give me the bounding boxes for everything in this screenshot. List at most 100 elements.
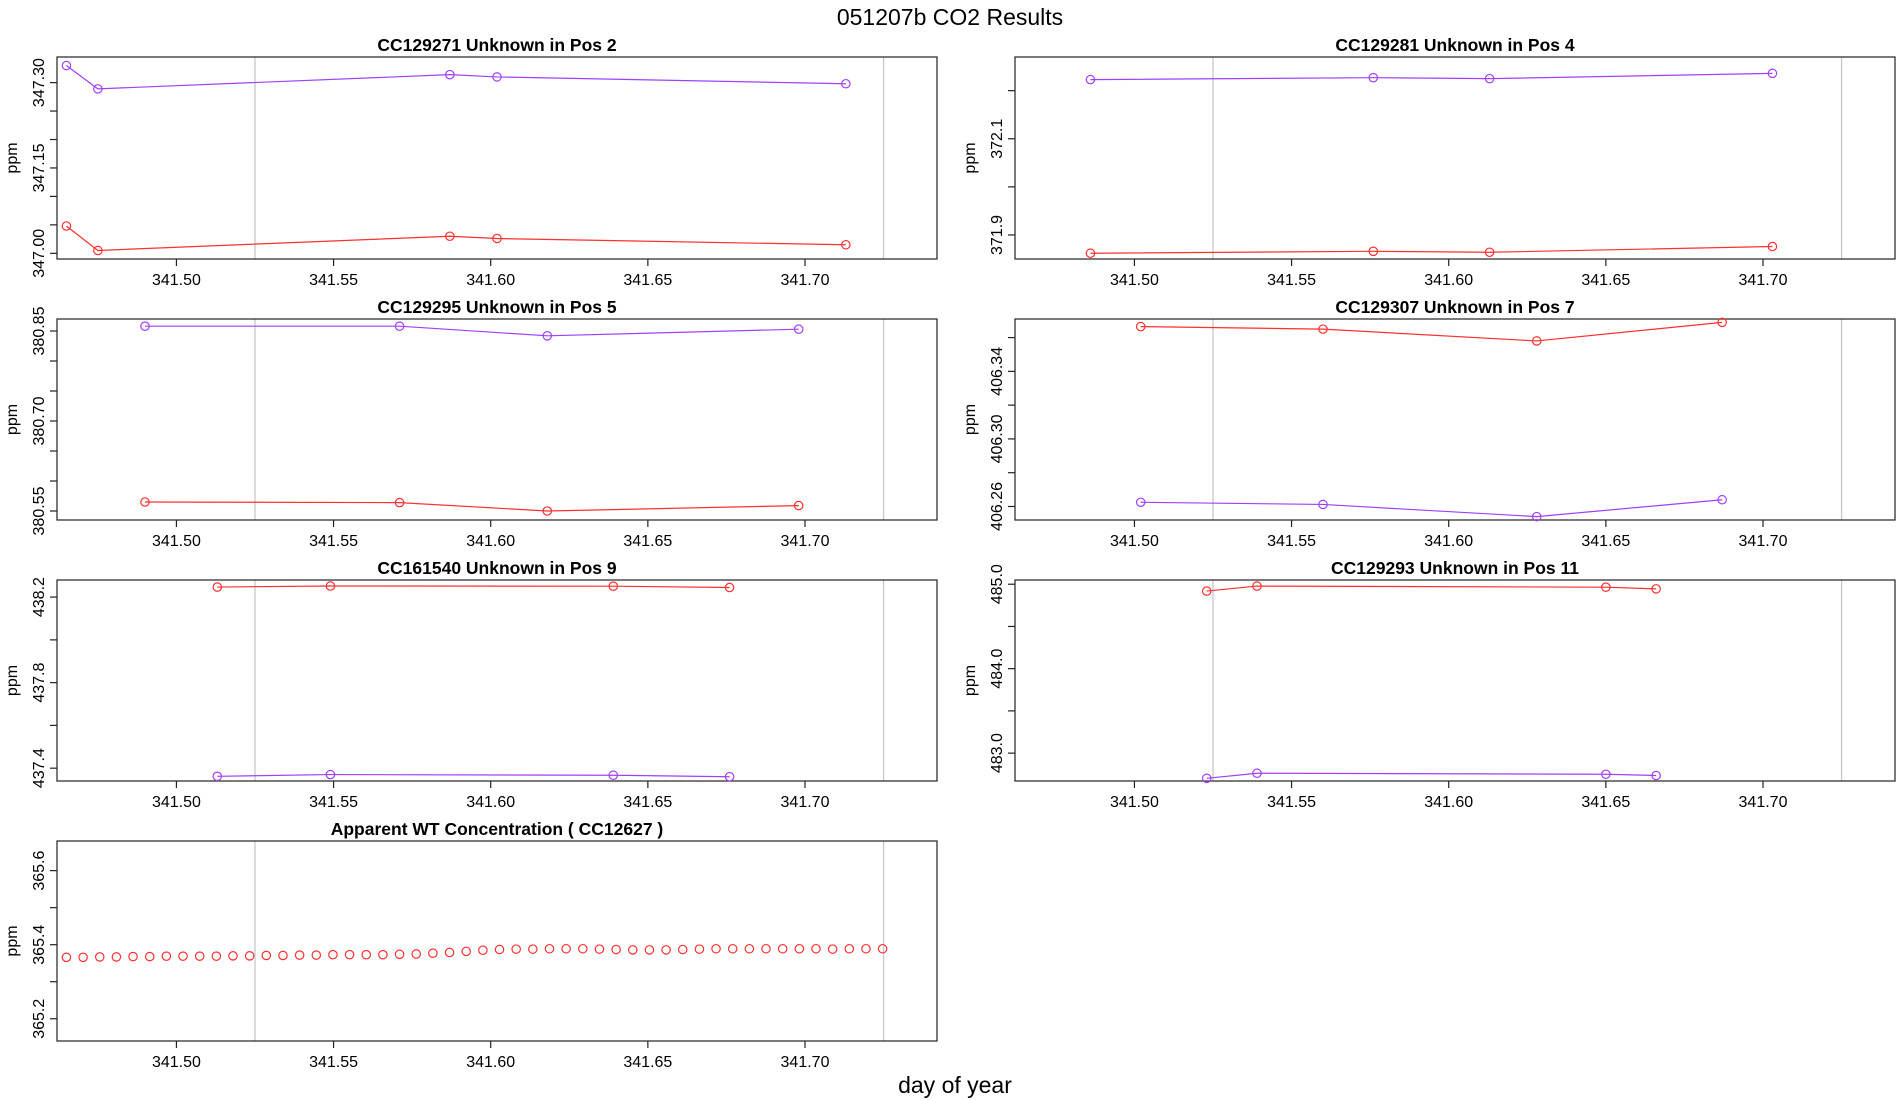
data-point <box>1201 773 1212 784</box>
x-tick-label: 341.65 <box>1581 533 1630 550</box>
x-tick-label: 341.70 <box>781 794 830 811</box>
series-line <box>1206 585 1657 592</box>
y-tick-label: 365.2 <box>31 999 48 1039</box>
data-point <box>461 946 471 957</box>
y-tick-label: 483.0 <box>989 733 1006 773</box>
data-point <box>394 949 405 960</box>
plot-panel-3: CC129295 Unknown in Pos 5 ppm 341.50 341.55… <box>4 297 938 550</box>
data-point <box>140 321 150 331</box>
data-point <box>394 321 405 331</box>
x-tick-label: 341.65 <box>623 533 672 550</box>
x-tick-label: 341.70 <box>781 272 830 289</box>
data-point <box>544 943 555 954</box>
x-tick-label: 341.50 <box>152 794 201 811</box>
data-point <box>411 949 422 959</box>
x-tick-label: 341.70 <box>1739 272 1788 289</box>
data-point <box>608 581 619 592</box>
data-point <box>627 945 638 955</box>
data-point <box>1717 494 1727 505</box>
y-axis-label: ppm <box>962 142 979 173</box>
x-tick-label: 341.50 <box>152 533 201 550</box>
data-point <box>542 506 553 516</box>
x-tick-label: 341.60 <box>1424 794 1473 811</box>
data-point <box>444 947 455 958</box>
series-line <box>145 325 799 337</box>
data-point <box>1531 511 1542 522</box>
data-point <box>1368 246 1379 257</box>
data-point <box>178 951 188 961</box>
plot-frame <box>1014 56 1896 260</box>
data-point <box>161 951 172 961</box>
data-point <box>661 945 671 955</box>
data-point <box>861 943 871 954</box>
y-tick-label: 371.9 <box>989 215 1006 255</box>
data-point <box>228 951 238 961</box>
data-point <box>78 952 88 963</box>
data-point <box>111 952 122 962</box>
data-point <box>694 944 705 954</box>
data-point <box>761 943 771 954</box>
data-point <box>144 951 155 962</box>
data-point <box>211 951 222 961</box>
data-point <box>793 324 804 334</box>
data-point <box>325 769 336 780</box>
x-tick-label: 341.50 <box>152 1054 201 1071</box>
data-point <box>478 945 488 956</box>
x-tick-label: 341.60 <box>466 533 515 550</box>
x-tick-label: 341.70 <box>1739 794 1788 811</box>
x-tick-label: 341.70 <box>1739 533 1788 550</box>
data-point <box>1252 768 1262 779</box>
data-point <box>841 78 851 89</box>
data-point <box>361 949 372 960</box>
data-point <box>1601 769 1611 780</box>
data-point <box>1484 247 1495 258</box>
panel-title: CC129293 Unknown in Pos 11 <box>1331 558 1579 578</box>
data-point <box>194 951 205 961</box>
data-point <box>1252 581 1262 591</box>
data-point <box>711 943 721 954</box>
plot-panel-4: CC129307 Unknown in Pos 7 ppm 341.50 341.55… <box>962 297 1896 550</box>
x-tick-label: 341.70 <box>781 1054 830 1071</box>
panel-title: CC129295 Unknown in Pos 5 <box>377 297 617 317</box>
data-point <box>644 945 655 955</box>
y-axis-label: ppm <box>962 404 979 435</box>
data-point <box>844 943 855 954</box>
data-point <box>494 944 505 955</box>
y-tick-label: 406.34 <box>989 347 1006 396</box>
data-point <box>594 944 605 954</box>
data-point <box>61 60 72 71</box>
y-axis-label: ppm <box>4 142 21 173</box>
data-point <box>1484 73 1495 84</box>
data-point <box>61 221 72 231</box>
data-point <box>561 943 571 954</box>
data-point <box>1651 584 1661 594</box>
data-point <box>1318 324 1328 334</box>
x-tick-label: 341.55 <box>1267 272 1316 289</box>
x-tick-label: 341.55 <box>309 794 358 811</box>
y-axis-label: ppm <box>962 665 979 696</box>
x-axis-title: day of year <box>898 1072 1012 1098</box>
y-tick-label: 380.85 <box>31 306 48 355</box>
y-tick-label: 365.4 <box>31 925 48 965</box>
data-point <box>727 943 738 954</box>
data-point <box>1531 336 1542 346</box>
series-line <box>1140 321 1723 342</box>
panel-title: Apparent WT Concentration ( CC12627 ) <box>331 819 664 839</box>
series-line <box>66 65 846 90</box>
series-line <box>217 773 730 778</box>
panel-title: CC161540 Unknown in Pos 9 <box>377 558 617 578</box>
data-point <box>428 948 438 959</box>
data-point <box>1767 68 1778 79</box>
data-point <box>1767 241 1778 252</box>
series-line <box>66 225 846 252</box>
y-tick-label: 365.6 <box>31 851 48 891</box>
data-point <box>1368 72 1379 83</box>
data-point <box>325 581 336 591</box>
data-point <box>1135 321 1146 332</box>
x-tick-label: 341.65 <box>623 272 672 289</box>
series-line <box>1090 72 1773 81</box>
x-tick-label: 341.65 <box>623 1054 672 1071</box>
y-axis-label: ppm <box>4 404 21 435</box>
data-point <box>244 951 255 961</box>
data-point <box>511 944 521 954</box>
